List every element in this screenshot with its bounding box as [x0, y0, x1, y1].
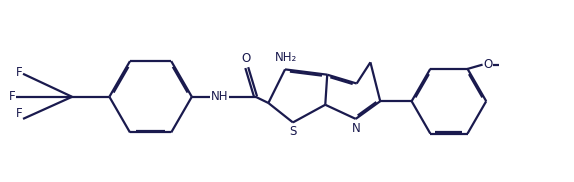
Text: O: O: [483, 58, 492, 71]
Text: F: F: [16, 107, 22, 120]
Text: NH₂: NH₂: [275, 51, 297, 64]
Text: S: S: [289, 125, 297, 138]
Text: F: F: [9, 90, 15, 103]
Text: N: N: [352, 122, 360, 134]
Text: NH: NH: [211, 90, 228, 103]
Text: F: F: [16, 66, 22, 79]
Text: O: O: [241, 52, 250, 66]
